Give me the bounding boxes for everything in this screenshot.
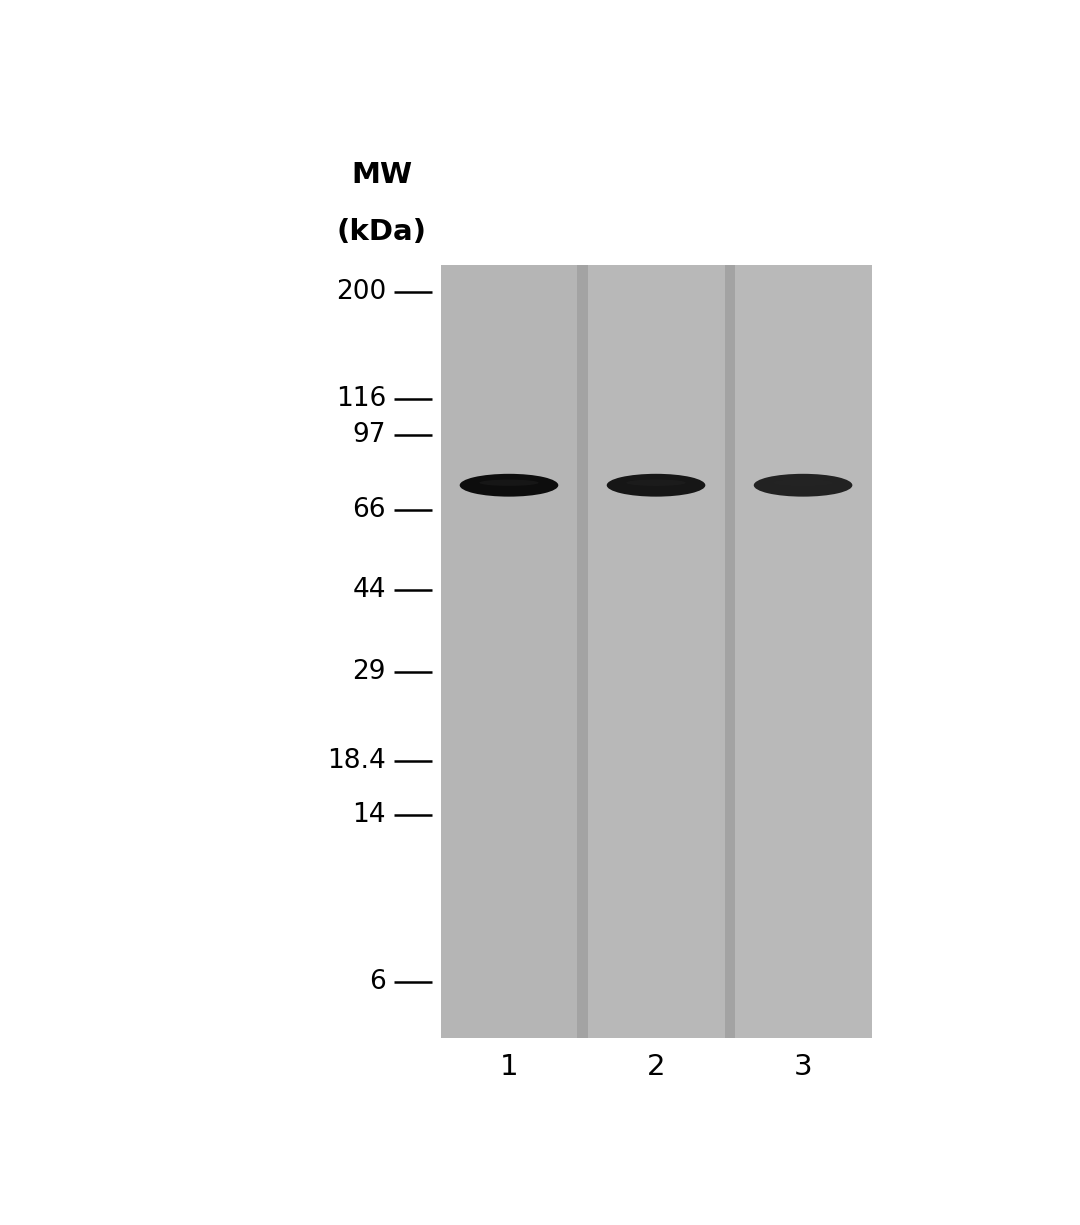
Text: 1: 1 <box>500 1052 518 1080</box>
Text: 6: 6 <box>369 969 387 995</box>
Bar <box>725 265 734 1039</box>
Bar <box>441 265 578 1039</box>
Bar <box>588 265 725 1039</box>
Ellipse shape <box>607 474 705 496</box>
Text: 116: 116 <box>336 386 387 413</box>
Text: 200: 200 <box>336 279 387 305</box>
Ellipse shape <box>460 474 558 496</box>
Text: 14: 14 <box>352 802 387 828</box>
Bar <box>734 265 872 1039</box>
Text: 97: 97 <box>352 421 387 447</box>
Bar <box>441 265 872 1039</box>
Text: MW: MW <box>351 162 413 190</box>
Text: 44: 44 <box>352 577 387 603</box>
Ellipse shape <box>480 480 539 486</box>
Text: 66: 66 <box>352 497 387 523</box>
Text: 2: 2 <box>647 1052 665 1080</box>
Ellipse shape <box>773 480 833 486</box>
Bar <box>578 265 588 1039</box>
Ellipse shape <box>754 474 852 496</box>
Text: 29: 29 <box>352 659 387 685</box>
Text: (kDa): (kDa) <box>337 218 427 246</box>
Text: 18.4: 18.4 <box>327 748 387 774</box>
Ellipse shape <box>626 480 686 486</box>
Text: 3: 3 <box>794 1052 812 1080</box>
